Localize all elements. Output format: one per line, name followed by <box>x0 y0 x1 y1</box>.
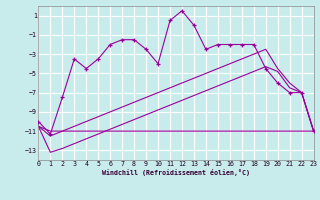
X-axis label: Windchill (Refroidissement éolien,°C): Windchill (Refroidissement éolien,°C) <box>102 169 250 176</box>
